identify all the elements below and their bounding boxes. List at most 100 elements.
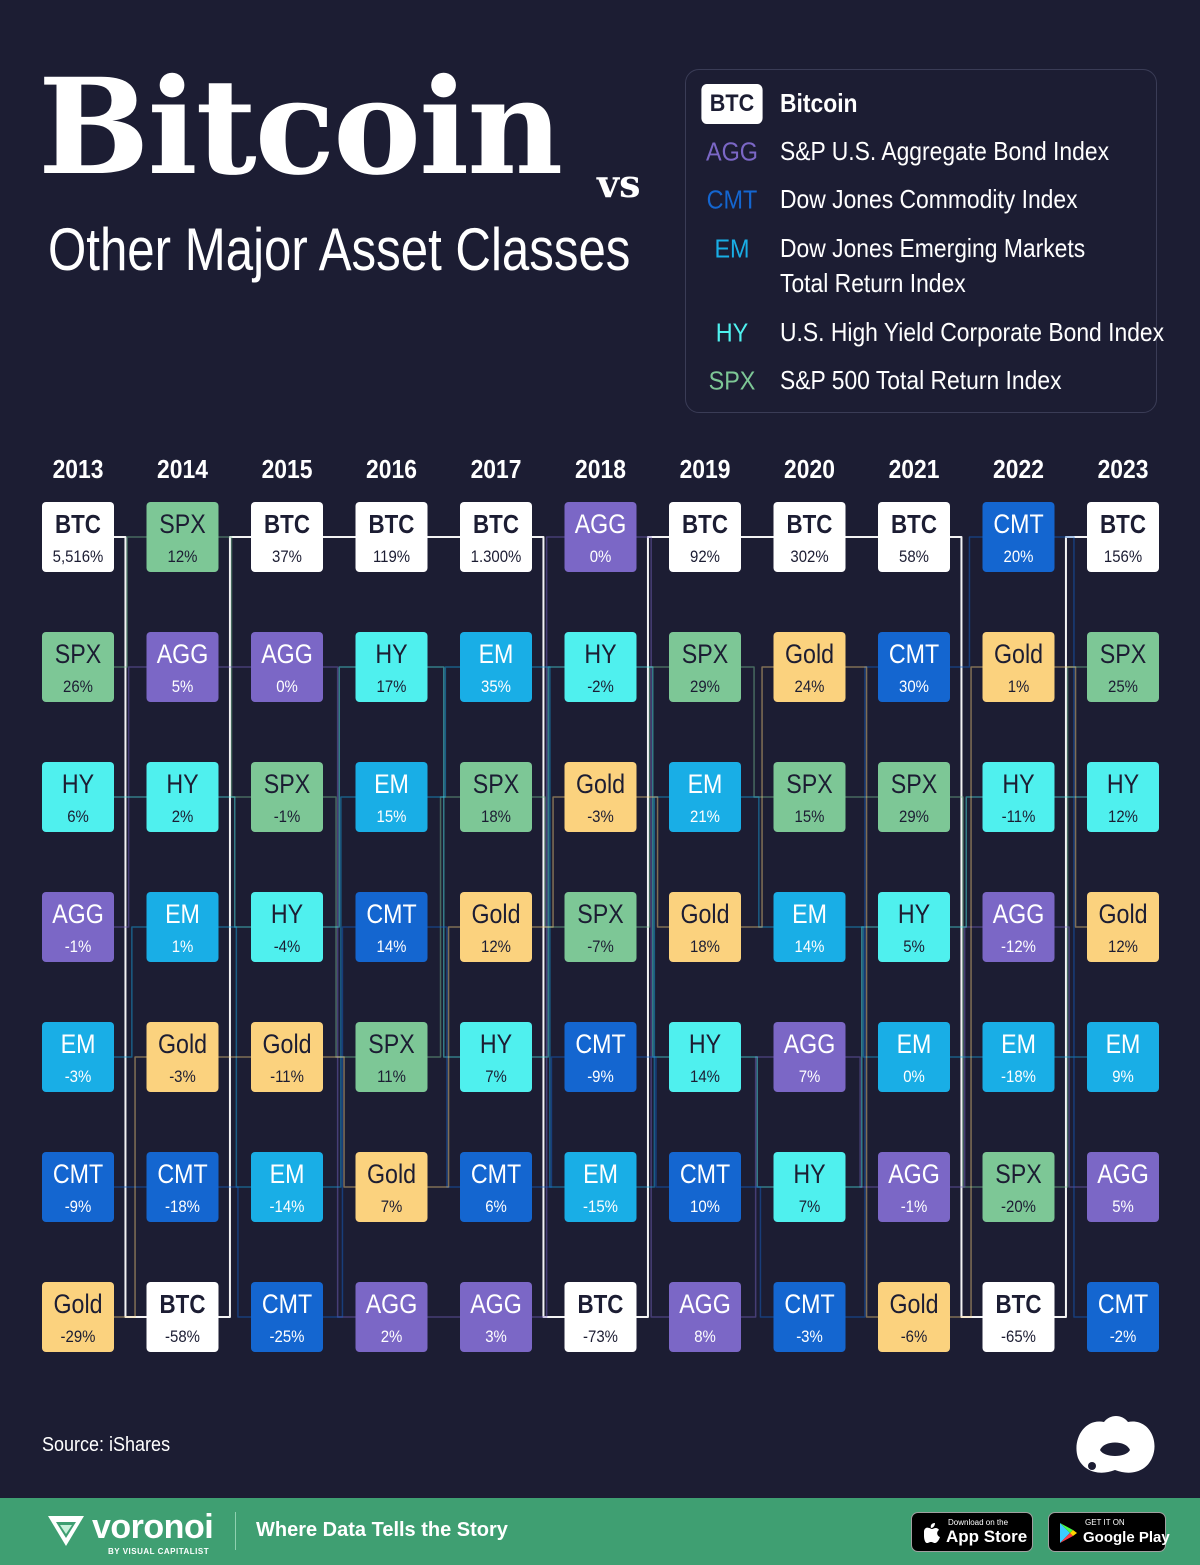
tile-hy: HY 12% xyxy=(1087,762,1159,832)
tile-background xyxy=(878,1282,950,1352)
tile-background xyxy=(146,1022,219,1092)
footer-divider xyxy=(235,1512,236,1550)
tile-hy: HY 2% xyxy=(146,762,219,832)
app-store-button[interactable]: Download on the App Store xyxy=(911,1512,1033,1552)
tile-hy: HY 6% xyxy=(42,762,114,832)
tile-asset-label: HY xyxy=(1002,769,1034,799)
tile-value-label: 5,516% xyxy=(53,548,104,566)
tile-value-label: 7% xyxy=(381,1198,403,1216)
tile-agg: AGG 7% xyxy=(773,1022,846,1092)
tile-spx: SPX 18% xyxy=(460,762,532,832)
apple-icon xyxy=(924,1523,940,1543)
tile-background xyxy=(355,1152,428,1222)
connector-cmt xyxy=(427,926,460,1188)
tile-asset-label: SPX xyxy=(577,899,624,929)
tile-value-label: -15% xyxy=(583,1198,618,1216)
connector-cmt xyxy=(845,666,878,1318)
tile-background xyxy=(42,502,114,572)
tile-background xyxy=(460,892,532,962)
tile-asset-label: SPX xyxy=(159,509,206,539)
connector-agg xyxy=(532,536,565,1318)
tile-agg: AGG 0% xyxy=(564,502,637,572)
tile-value-label: 12% xyxy=(1108,938,1138,956)
tile-value-label: 12% xyxy=(1108,808,1138,826)
tile-asset-label: CMT xyxy=(575,1029,625,1059)
google-play-icon xyxy=(1060,1523,1077,1543)
tile-asset-label: CMT xyxy=(262,1289,312,1319)
tile-asset-label: Gold xyxy=(53,1289,102,1319)
tile-asset-label: CMT xyxy=(889,639,939,669)
tile-agg: AGG -12% xyxy=(982,892,1055,962)
tile-background xyxy=(878,762,950,832)
legend-code: AGG xyxy=(705,136,759,167)
tile-spx: SPX 15% xyxy=(773,762,846,832)
tile-background xyxy=(355,1022,428,1092)
legend-label: Dow Jones Commodity Index xyxy=(780,184,1078,214)
tile-background xyxy=(42,1022,114,1092)
tile-background xyxy=(251,1022,323,1092)
tile-value-label: 18% xyxy=(481,808,511,826)
tile-asset-label: EM xyxy=(61,1029,96,1059)
tile-asset-label: Gold xyxy=(889,1289,938,1319)
tile-value-label: 1% xyxy=(172,938,194,956)
tile-value-label: 29% xyxy=(899,808,929,826)
connector-spx xyxy=(427,796,460,1058)
tile-cmt: CMT -18% xyxy=(146,1152,219,1222)
tile-value-label: 0% xyxy=(590,548,612,566)
tile-value-label: -9% xyxy=(65,1198,92,1216)
tile-value-label: 12% xyxy=(481,938,511,956)
tile-background xyxy=(146,762,219,832)
tile-cmt: CMT -9% xyxy=(42,1152,114,1222)
connector-gold xyxy=(845,666,878,1318)
connector-hy xyxy=(950,796,983,928)
connector-hy xyxy=(741,1056,774,1188)
tile-value-label: -1% xyxy=(901,1198,928,1216)
tile-asset-label: HY xyxy=(584,639,616,669)
tile-background xyxy=(42,762,114,832)
legend-label-line2: Total Return Index xyxy=(780,268,966,298)
tile-background xyxy=(1087,762,1159,832)
tile-background xyxy=(146,502,219,572)
tile-value-label: 1% xyxy=(1008,678,1030,696)
tile-value-label: -9% xyxy=(587,1068,614,1086)
tile-gold: Gold 12% xyxy=(460,892,532,962)
tile-value-label: 5% xyxy=(172,678,194,696)
tile-btc: BTC 156% xyxy=(1087,502,1159,572)
tile-value-label: 10% xyxy=(690,1198,720,1216)
tile-btc: BTC 58% xyxy=(878,502,950,572)
tile-asset-label: SPX xyxy=(1100,639,1147,669)
connector-agg xyxy=(636,536,669,1318)
connector-em xyxy=(218,926,251,1188)
tile-value-label: 26% xyxy=(63,678,93,696)
tile-value-label: 25% xyxy=(1108,678,1138,696)
tile-value-label: -73% xyxy=(583,1328,618,1346)
legend-item-spx: SPX S&P 500 Total Return Index xyxy=(686,363,1156,399)
connector-spx xyxy=(1054,666,1087,1188)
tile-background xyxy=(251,1152,323,1222)
tile-value-label: 15% xyxy=(377,808,407,826)
tile-asset-label: AGG xyxy=(366,1289,418,1319)
tile-asset-label: EM xyxy=(479,639,514,669)
connector-lines xyxy=(114,536,1087,1318)
tile-hy: HY 5% xyxy=(878,892,950,962)
tile-value-label: 119% xyxy=(373,548,410,566)
tile-agg: AGG 3% xyxy=(460,1282,532,1352)
tile-asset-label: SPX xyxy=(995,1159,1042,1189)
tile-value-label: 7% xyxy=(799,1068,821,1086)
tile-value-label: -65% xyxy=(1001,1328,1036,1346)
connector-em xyxy=(323,796,356,1188)
tile-agg: AGG 5% xyxy=(1087,1152,1159,1222)
tile-agg: AGG 5% xyxy=(146,632,219,702)
tile-gold: Gold 1% xyxy=(982,632,1055,702)
tile-asset-label: HY xyxy=(898,899,930,929)
tile-background xyxy=(564,762,637,832)
tile-background xyxy=(460,632,532,702)
tile-value-label: 14% xyxy=(795,938,825,956)
tile-asset-label: AGG xyxy=(993,899,1045,929)
google-play-button[interactable]: GET IT ON Google Play xyxy=(1048,1512,1170,1552)
legend-label: S&P U.S. Aggregate Bond Index xyxy=(780,136,1110,166)
tile-value-label: 14% xyxy=(690,1068,720,1086)
tile-cmt: CMT -9% xyxy=(564,1022,637,1092)
tile-value-label: 14% xyxy=(377,938,407,956)
tile-value-label: 1.300% xyxy=(471,548,522,566)
